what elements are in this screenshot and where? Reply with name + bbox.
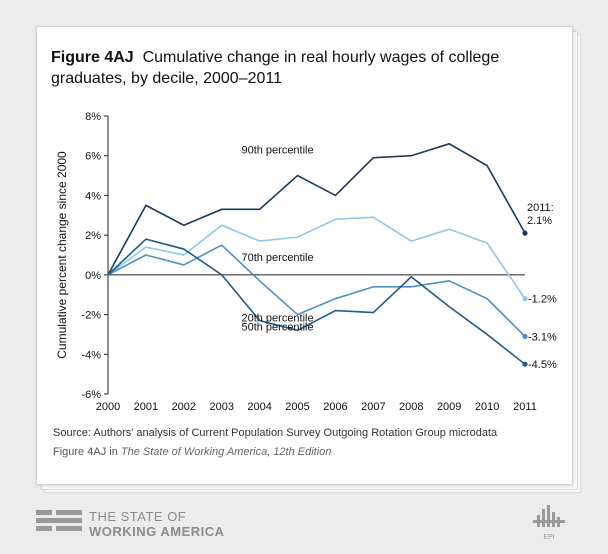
y-tick-label: 8% [85, 111, 101, 123]
x-tick-label: 2010 [475, 401, 499, 413]
brand-line-1: THE STATE OF [89, 509, 187, 524]
brand-flag-icon [36, 510, 82, 531]
y-tick-label: 2% [85, 230, 101, 242]
source-note: Source: Authors' analysis of Current Pop… [53, 427, 498, 439]
series-end-marker [522, 296, 528, 302]
y-tick-label: 6% [85, 151, 101, 163]
x-tick-label: 2000 [96, 401, 120, 413]
x-tick-label: 2006 [323, 401, 347, 413]
y-axis-label: Cumulative percent change since 2000 [55, 151, 69, 359]
series-name-label: 70th percentile [241, 252, 313, 264]
epi-logo-icon: EPI [532, 503, 566, 543]
x-tick-label: 2004 [247, 401, 271, 413]
figure-card: Figure 4AJ Cumulative change in real hou… [36, 26, 573, 485]
citation-note: Figure 4AJ in The State of Working Ameri… [53, 446, 331, 458]
x-tick-label: 2003 [209, 401, 233, 413]
chart-labels: 90th percentile 2011:2.1% 70th percentile -… [241, 145, 556, 372]
series-line [107, 244, 526, 337]
y-tick-label: -6% [81, 389, 101, 401]
figure-title: Figure 4AJ Cumulative change in real hou… [51, 47, 556, 89]
citation-prefix: Figure 4AJ in [53, 446, 121, 458]
figure-title-text: Cumulative change in real hourly wages o… [51, 49, 500, 87]
end-value-label: 2011: [527, 202, 554, 214]
chart-series [107, 142, 528, 367]
series-name-label: 90th percentile [241, 145, 313, 157]
y-tick-label: -2% [81, 310, 101, 322]
end-value-label: -1.2% [528, 294, 557, 306]
series-end-marker [522, 333, 528, 340]
series-name-label: 50th percentile [241, 322, 313, 334]
citation-book: The State of Working America, 12th Editi… [120, 446, 332, 458]
epi-logo-text: EPI [543, 534, 554, 541]
end-value-label: -4.5% [528, 359, 557, 371]
end-value-label: -3.1% [528, 331, 557, 343]
y-tick-label: -4% [81, 349, 101, 361]
series-line [107, 238, 526, 365]
x-tick-label: 2007 [361, 401, 385, 413]
y-tick-label: 0% [85, 270, 101, 282]
end-value-label: 2.1% [527, 215, 552, 227]
line-chart: 8% 6% 4% 2% 0% -2% -4% -6%2000 2001 2002 2003 2004 2… [55, 111, 557, 413]
x-tick-label: 2005 [285, 401, 309, 413]
series-end-marker [522, 230, 528, 236]
brand-line-2: WORKING AMERICA [89, 524, 225, 539]
x-tick-label: 2008 [399, 401, 423, 413]
series-line [107, 142, 526, 276]
series-end-marker [522, 361, 528, 367]
series-line [107, 216, 526, 300]
x-tick-label: 2001 [134, 401, 158, 413]
x-tick-label: 2009 [437, 401, 461, 413]
series-name-label: 20th percentile [241, 312, 313, 324]
chart-axes: 8% 6% 4% 2% 0% -2% -4% -6%2000 2001 2002 2003 2004 2… [55, 111, 537, 413]
figure-label: Figure 4AJ [51, 49, 134, 66]
x-tick-label: 2002 [172, 401, 196, 413]
brand-text: THE STATE OF WORKING AMERICA [89, 509, 225, 539]
x-tick-label: 2011 [513, 401, 537, 413]
y-tick-label: 4% [85, 190, 101, 202]
